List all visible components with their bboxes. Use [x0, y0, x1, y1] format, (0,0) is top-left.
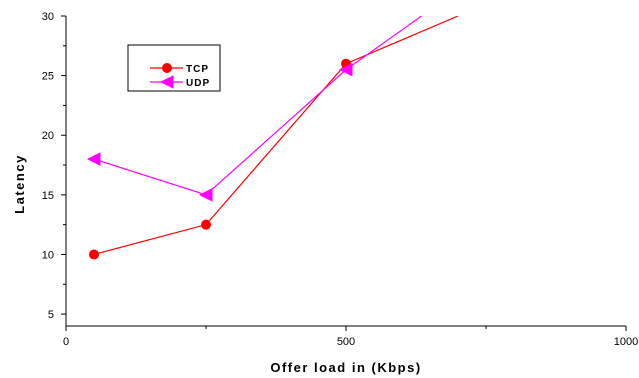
tcp-data-point — [201, 219, 211, 230]
y-tick-label: 25 — [42, 71, 54, 83]
axes: 0 500 1000 5 10 15 20 25 30 — [42, 11, 638, 348]
y-tick-label: 30 — [42, 11, 54, 23]
tcp-legend-marker — [162, 63, 172, 73]
y-axis-title: Latency — [12, 154, 27, 214]
x-tick-label: 500 — [337, 336, 355, 348]
y-tick-label: 5 — [48, 309, 54, 321]
tcp-legend-label: TCP — [186, 64, 209, 75]
y-tick-label: 15 — [42, 190, 54, 202]
series-layer — [93, 16, 459, 256]
udp-data-point — [86, 152, 101, 166]
y-tick-label: 10 — [42, 249, 54, 261]
udp-data-point — [338, 62, 353, 77]
x-tick-label: 1000 — [614, 336, 638, 348]
udp-data-point — [198, 188, 213, 202]
tcp-data-point — [89, 249, 99, 260]
x-axis-title: Offer load in (Kbps) — [270, 360, 421, 375]
legend: TCP UDP — [127, 44, 221, 92]
tcp-series-line — [93, 16, 459, 256]
y-tick-label: 20 — [42, 130, 54, 142]
x-tick-label: 0 — [63, 336, 69, 348]
udp-series-line — [93, 16, 422, 196]
udp-legend-label: UDP — [186, 78, 210, 89]
marker-layer — [86, 58, 353, 260]
legend-box — [127, 44, 221, 92]
udp-legend-marker — [159, 75, 174, 89]
